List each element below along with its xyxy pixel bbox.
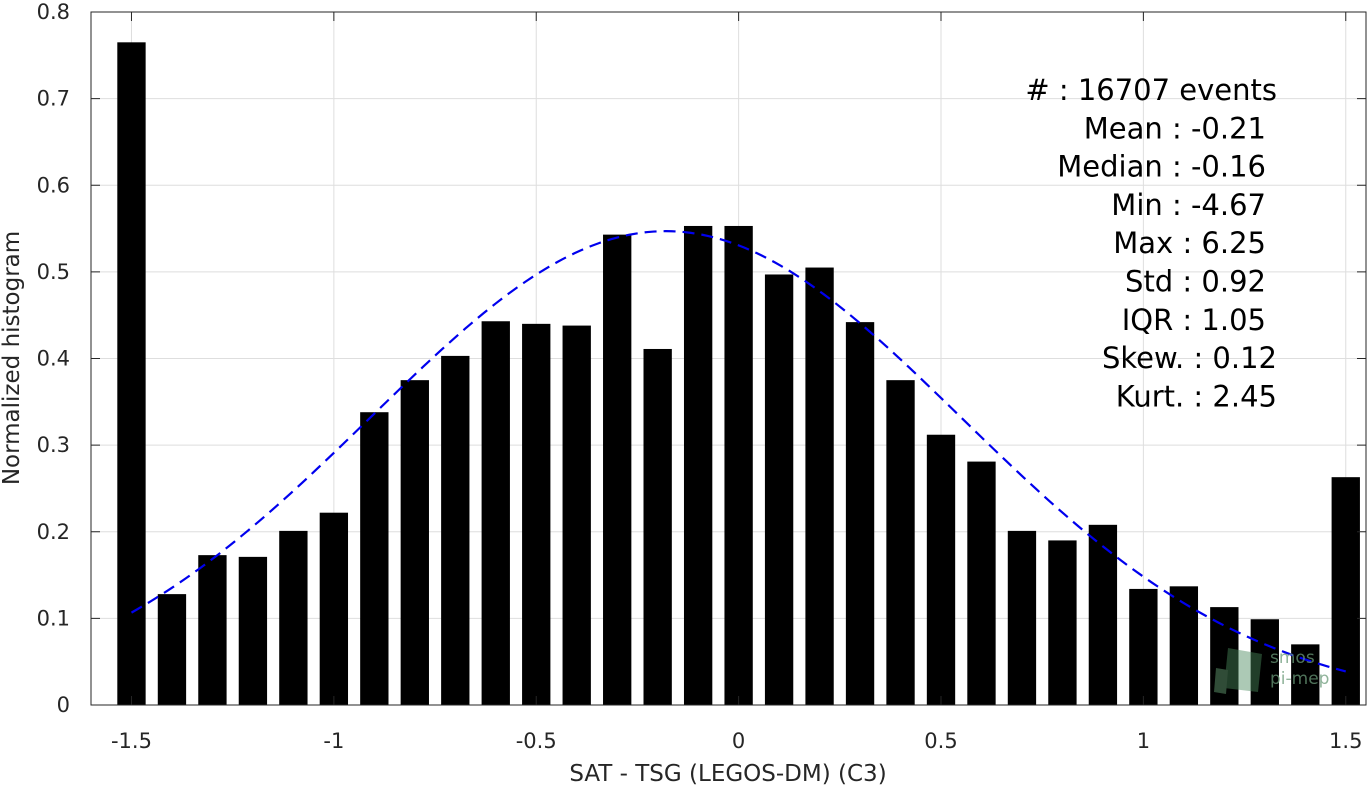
x-tick-label: 0.5 [924, 729, 957, 753]
histogram-bar [683, 225, 713, 705]
x-tick-label: -1.5 [111, 729, 152, 753]
histogram-bar [1210, 607, 1239, 705]
statistics-box: # : 16707 events Mean : -0.21 Median : -0.… [1025, 73, 1277, 413]
histogram-bar [1169, 586, 1199, 705]
logo-text-line2: pi-mep [1270, 669, 1329, 689]
histogram-bar [603, 234, 632, 705]
x-ticks [130, 12, 1347, 705]
y-ticks [91, 11, 1366, 706]
stats-line: Skew. : 0.12 [1102, 341, 1277, 375]
smos-pi-mep-logo: smos pi-mep [1214, 648, 1329, 694]
histogram-bar [724, 225, 753, 705]
logo-mark-icon [1214, 648, 1262, 694]
stats-line: Max : 6.25 [1113, 226, 1266, 260]
histogram-bar [319, 512, 349, 705]
x-tick-label: 1.5 [1329, 729, 1362, 753]
histogram-bar [1129, 588, 1158, 705]
x-tick-label: 1 [1137, 729, 1150, 753]
histogram-bar [926, 434, 956, 705]
histogram-bar [400, 380, 429, 705]
stats-line: Min : -4.67 [1111, 188, 1266, 222]
logo-text-line1: smos [1270, 648, 1315, 668]
stats-line: Std : 0.92 [1125, 265, 1266, 299]
histogram-bar [1331, 477, 1360, 705]
y-tick-label: 0.4 [37, 347, 70, 371]
histogram-bar [238, 556, 268, 705]
gaussian-fit-curve [130, 230, 1347, 673]
x-tick-label: -0.5 [516, 729, 557, 753]
histogram-bar [1291, 644, 1320, 705]
histogram-bar [1088, 524, 1118, 705]
histogram-bar [764, 274, 794, 705]
x-axis-label: SAT - TSG (LEGOS-DM) (C3) [569, 761, 886, 785]
histogram-bar [522, 323, 551, 705]
y-tick-label: 0.6 [37, 173, 70, 197]
histogram-bar [562, 325, 591, 705]
histogram-bar [643, 348, 672, 705]
histogram-bar [441, 355, 470, 705]
stats-line: Mean : -0.21 [1084, 111, 1266, 145]
x-tick-labels: -1.5 -1 -0.5 0 0.5 1 1.5 [111, 729, 1362, 753]
stats-line: # : 16707 events [1025, 73, 1277, 107]
histogram-bar [117, 42, 146, 706]
y-tick-label: 0.1 [37, 606, 70, 630]
stats-line: Kurt. : 2.45 [1116, 379, 1277, 413]
y-tick-label: 0.3 [37, 433, 70, 457]
histogram-bar [198, 555, 227, 705]
histogram-bar [967, 461, 996, 705]
histogram-bar [886, 380, 915, 705]
histogram-bar [157, 594, 187, 705]
y-axis-label: Normalized histogram [0, 231, 25, 485]
histogram-bar [805, 267, 834, 705]
histogram-bar [279, 530, 308, 705]
stats-line: IQR : 1.05 [1122, 303, 1266, 337]
histogram-bars [117, 42, 1360, 706]
histogram-bar [1048, 540, 1077, 705]
y-tick-labels: 0 0.1 0.2 0.3 0.4 0.5 0.6 0.7 0.8 [37, 0, 70, 717]
histogram-bar [1007, 530, 1037, 705]
histogram-bar [845, 322, 875, 705]
y-tick-label: 0.8 [37, 0, 70, 24]
histogram-bar [1250, 619, 1279, 705]
y-tick-label: 0.7 [37, 87, 70, 111]
x-tick-label: -1 [323, 729, 344, 753]
y-tick-label: 0.5 [37, 260, 70, 284]
histogram-bar [360, 412, 389, 705]
y-tick-label: 0 [57, 693, 70, 717]
x-tick-label: 0 [732, 729, 745, 753]
y-tick-label: 0.2 [37, 520, 70, 544]
histogram-bar [481, 321, 510, 705]
stats-line: Median : -0.16 [1057, 150, 1266, 184]
